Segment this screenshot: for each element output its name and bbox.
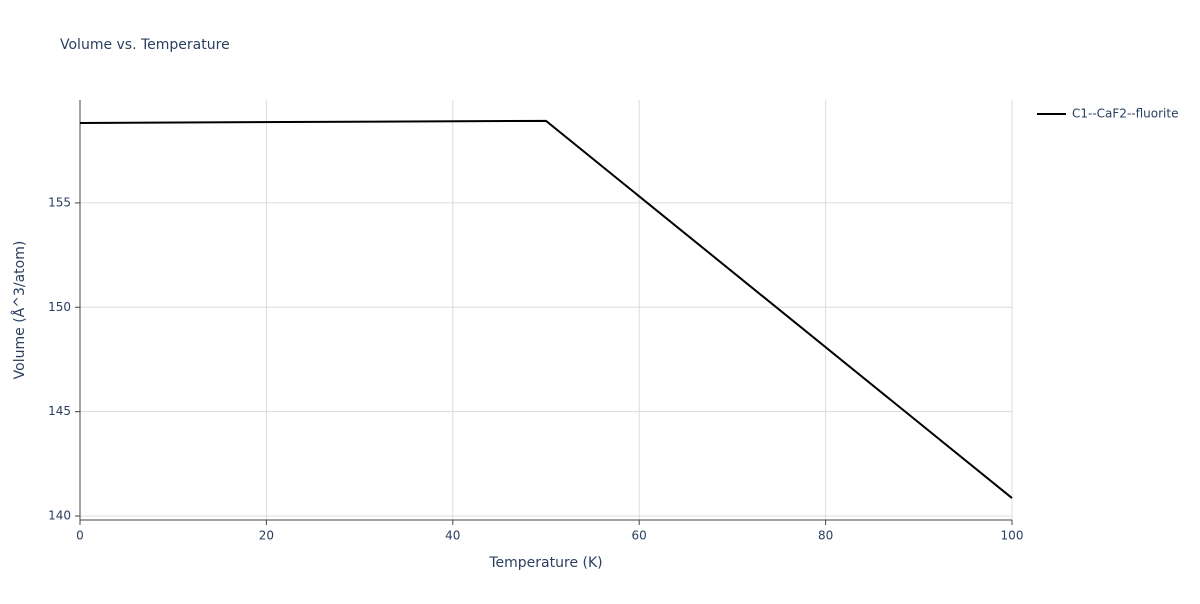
y-tick-label: 145 [48, 404, 71, 418]
x-axis-label: Temperature (K) [488, 555, 602, 571]
x-tick-label: 100 [1001, 529, 1024, 543]
y-axis-label: Volume (Å^3/atom) [11, 241, 28, 380]
x-tick-label: 20 [259, 529, 274, 543]
data-line [79, 119, 1013, 499]
y-tick-label: 140 [48, 509, 71, 523]
x-tick-label: 0 [76, 529, 84, 543]
legend-label: C1--CaF2--fluorite [1072, 107, 1178, 121]
x-tick-label: 60 [632, 529, 647, 543]
x-tick-label: 40 [445, 529, 460, 543]
x-tick-label: 80 [818, 529, 833, 543]
y-tick-label: 150 [48, 300, 71, 314]
y-tick-label: 155 [48, 195, 71, 209]
chart-title: Volume vs. Temperature [60, 37, 230, 53]
